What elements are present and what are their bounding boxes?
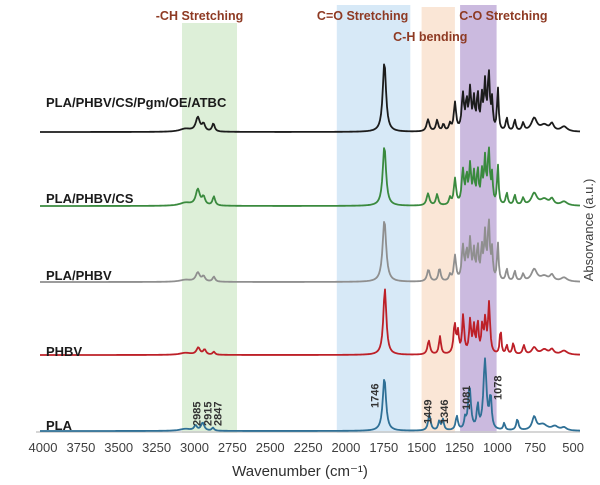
spectrum-1 <box>40 146 581 207</box>
series-label-1: PLA/PHBV/CS <box>46 191 134 206</box>
band-1 <box>336 5 411 433</box>
x-tick-label: 1500 <box>407 440 436 455</box>
band-3 <box>460 5 497 433</box>
spectrum-0 <box>40 63 581 133</box>
band-0 <box>182 23 237 433</box>
peak-annotation-4: 1449 <box>422 400 434 424</box>
x-tick-label: 3500 <box>104 440 133 455</box>
peak-annotation-7: 1078 <box>493 376 505 400</box>
x-tick-label: 4000 <box>29 440 58 455</box>
series-label-2: PLA/PHBV <box>46 268 112 283</box>
x-tick-label: 3250 <box>142 440 171 455</box>
x-tick-label: 750 <box>524 440 546 455</box>
peak-annotation-5: 1346 <box>439 400 451 424</box>
x-tick-label: 2750 <box>218 440 247 455</box>
x-tick-label: 3000 <box>180 440 209 455</box>
spectrum-3 <box>40 288 581 356</box>
x-tick-label: 2250 <box>294 440 323 455</box>
y-axis-title: Absorvance (a.u.) <box>581 179 596 282</box>
band-label-2: C-H bending <box>393 30 467 44</box>
x-tick-label: 2000 <box>331 440 360 455</box>
x-tick-label: 2500 <box>256 440 285 455</box>
x-tick-label: 1000 <box>483 440 512 455</box>
peak-annotation-6: 1081 <box>461 386 473 410</box>
x-tick-label: 1250 <box>445 440 474 455</box>
series-label-3: PHBV <box>46 344 82 359</box>
x-axis-title: Wavenumber (cm⁻¹) <box>232 463 368 480</box>
series-label-4: PLA <box>46 418 73 433</box>
spectrum-2 <box>40 218 581 283</box>
band-label-3: C-O Stretching <box>459 9 547 23</box>
peak-annotation-3: 1746 <box>369 384 381 408</box>
peak-annotation-2: 2847 <box>213 402 225 426</box>
band-label-1: C=O Stretching <box>317 9 408 23</box>
peak-annotation-0: 2985 <box>192 402 204 426</box>
peak-annotation-1: 2915 <box>202 402 214 426</box>
band-label-0: -CH Stretching <box>156 9 244 23</box>
x-tick-label: 3750 <box>66 440 95 455</box>
spectrum-4 <box>40 357 581 432</box>
band-2 <box>421 7 455 433</box>
x-tick-label: 500 <box>562 440 584 455</box>
x-tick-label: 1750 <box>369 440 398 455</box>
series-label-0: PLA/PHBV/CS/Pgm/OE/ATBC <box>46 95 227 110</box>
